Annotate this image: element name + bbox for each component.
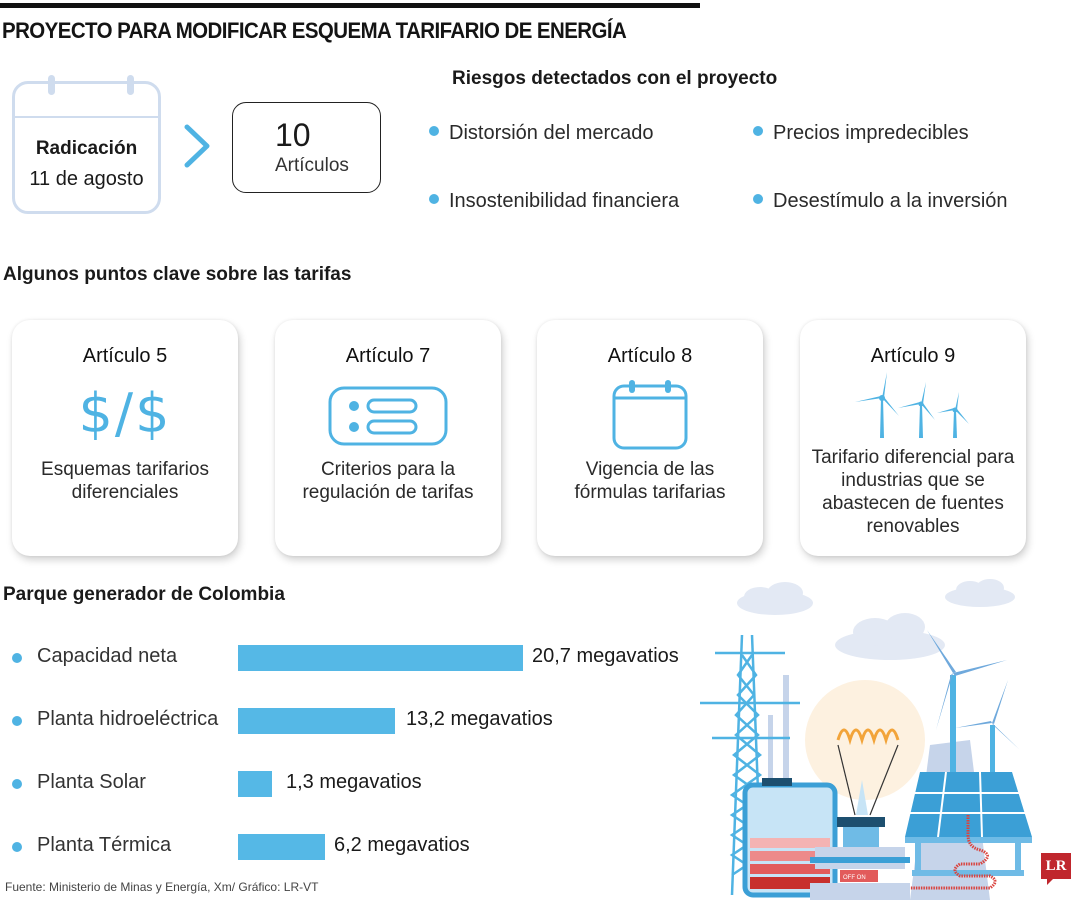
- bar-label: Capacidad neta: [37, 645, 178, 667]
- bullet-icon: [12, 842, 22, 852]
- card-description: Criterios para la regulación de tarifas: [302, 459, 474, 503]
- card-title: Artículo 9: [870, 345, 956, 367]
- chevron-right-icon: [184, 124, 210, 168]
- generation-title: Parque generador de Colombia: [3, 584, 285, 605]
- list-criteria-icon: [328, 386, 448, 446]
- card-description: Esquemas tarifarios diferenciales: [41, 459, 209, 503]
- calendar-ring: [48, 75, 55, 95]
- bar-value: 1,3 megavatios: [286, 771, 422, 793]
- risks-title: Riesgos detectados con el proyecto: [452, 68, 778, 89]
- bullet-icon: [12, 716, 22, 726]
- card-description: Tarifario diferencial para industrias qu…: [811, 447, 1015, 537]
- energy-illustration: OFF ON: [700, 579, 1032, 900]
- bar-label: Planta Térmica: [37, 834, 172, 856]
- card-title: Artículo 7: [345, 345, 431, 367]
- wind-turbines-icon: [855, 372, 969, 438]
- top-rule: [0, 3, 700, 8]
- bullet-icon: [753, 126, 763, 136]
- calendar-ring: [127, 75, 134, 95]
- risk-item: Desestímulo a la inversión: [753, 190, 1008, 213]
- svg-text:OFF ON: OFF ON: [843, 875, 866, 881]
- risk-item: Insostenibilidad financiera: [429, 190, 679, 213]
- bar-label: Planta hidroeléctrica: [37, 708, 219, 730]
- article-card: Artículo 8 Vigencia de las fórmulas tari…: [537, 320, 763, 556]
- cloud-icon: [737, 579, 1015, 660]
- bar: [238, 708, 395, 734]
- bar-value: 6,2 megavatios: [334, 834, 470, 856]
- bar: [238, 771, 272, 797]
- article-count: 10: [275, 117, 311, 153]
- lr-logo: LR: [1041, 853, 1071, 885]
- page-title: PROYECTO PARA MODIFICAR ESQUEMA TARIFARI…: [2, 18, 627, 43]
- card-title: Artículo 8: [607, 345, 693, 367]
- card-description: Vigencia de las fórmulas tarifarias: [574, 459, 726, 503]
- calendar-divider: [15, 116, 158, 118]
- bullet-icon: [12, 653, 22, 663]
- bullet-icon: [429, 194, 439, 204]
- article-card: Artículo 7 Criterios para la regulación …: [275, 320, 501, 556]
- filing-date: 11 de agosto: [29, 168, 144, 190]
- bar: [238, 645, 523, 671]
- bar-value: 13,2 megavatios: [406, 708, 553, 730]
- source-note: Fuente: Ministerio de Minas y Energía, X…: [5, 880, 319, 894]
- bullet-icon: [429, 126, 439, 136]
- article-count-box: 10 Artículos: [232, 102, 381, 193]
- bar-value: 20,7 megavatios: [532, 645, 679, 667]
- bar-label: Planta Solar: [37, 771, 146, 793]
- key-points-title: Algunos puntos clave sobre las tarifas: [3, 264, 352, 285]
- risk-item: Precios impredecibles: [753, 122, 969, 145]
- bullet-icon: [753, 194, 763, 204]
- article-unit: Artículos: [275, 155, 349, 176]
- article-card: Artículo 9 Tarifario diferencial para in…: [800, 320, 1026, 556]
- currency-exchange-icon: $/$: [78, 382, 172, 445]
- bullet-icon: [12, 779, 22, 789]
- risk-item: Distorsión del mercado: [429, 122, 654, 145]
- filing-calendar: Radicación 11 de agosto: [12, 75, 161, 214]
- calendar-icon: [612, 380, 688, 450]
- filing-label: Radicación: [35, 138, 138, 159]
- card-title: Artículo 5: [82, 345, 168, 367]
- wind-turbine-icon: [927, 630, 1020, 785]
- bar: [238, 834, 325, 860]
- solar-panel-icon: [905, 771, 1032, 876]
- article-card: Artículo 5 $/$ Esquemas tarifarios difer…: [12, 320, 238, 556]
